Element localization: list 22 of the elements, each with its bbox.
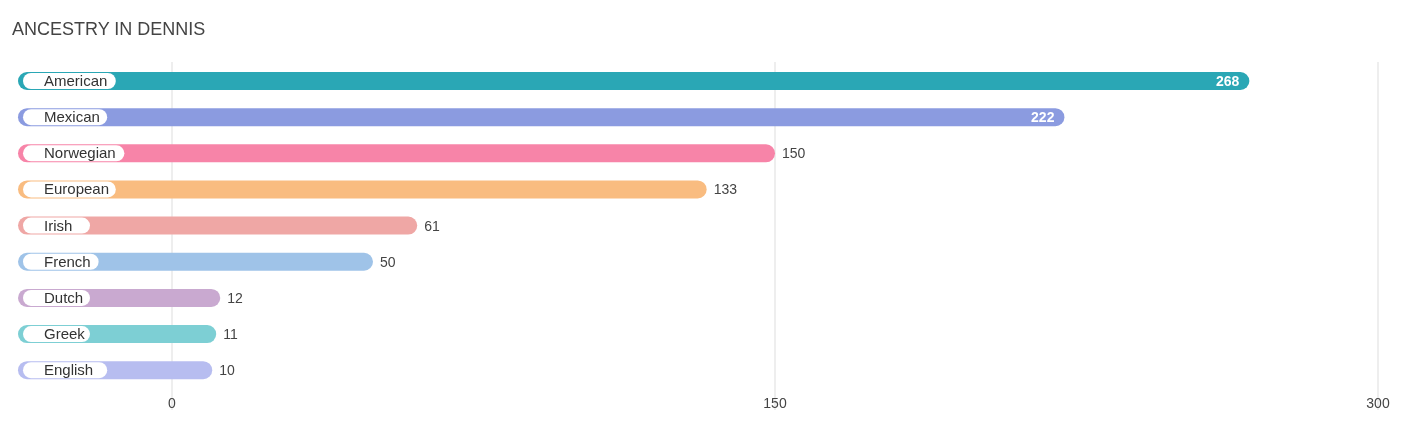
x-tick-label: 150	[763, 395, 787, 411]
data-label: 12	[227, 289, 244, 306]
data-label: 61	[424, 217, 441, 234]
y-tick-label: European	[44, 180, 110, 198]
data-label: 50	[380, 253, 396, 270]
x-tick-label: 300	[1366, 395, 1390, 411]
y-tick-label: Dutch	[44, 288, 84, 306]
chart-title: ANCESTRY IN DENNIS	[12, 19, 206, 39]
data-label: 268	[1216, 73, 1240, 89]
data-label: 133	[713, 181, 738, 198]
data-label: 222	[1031, 109, 1055, 126]
data-label: 150	[782, 145, 806, 162]
x-tick-label: 0	[168, 395, 177, 411]
y-tick-label: English	[44, 361, 94, 379]
y-tick-label: American	[44, 72, 108, 89]
data-label: 11	[223, 326, 238, 343]
data-label: 10	[219, 362, 235, 379]
y-tick-label: French	[44, 252, 91, 270]
y-tick-label: Mexican	[44, 108, 100, 126]
y-tick-label: Norwegian	[44, 144, 116, 162]
y-tick-label: Irish	[44, 216, 73, 234]
y-tick-label: Greek	[44, 325, 86, 343]
